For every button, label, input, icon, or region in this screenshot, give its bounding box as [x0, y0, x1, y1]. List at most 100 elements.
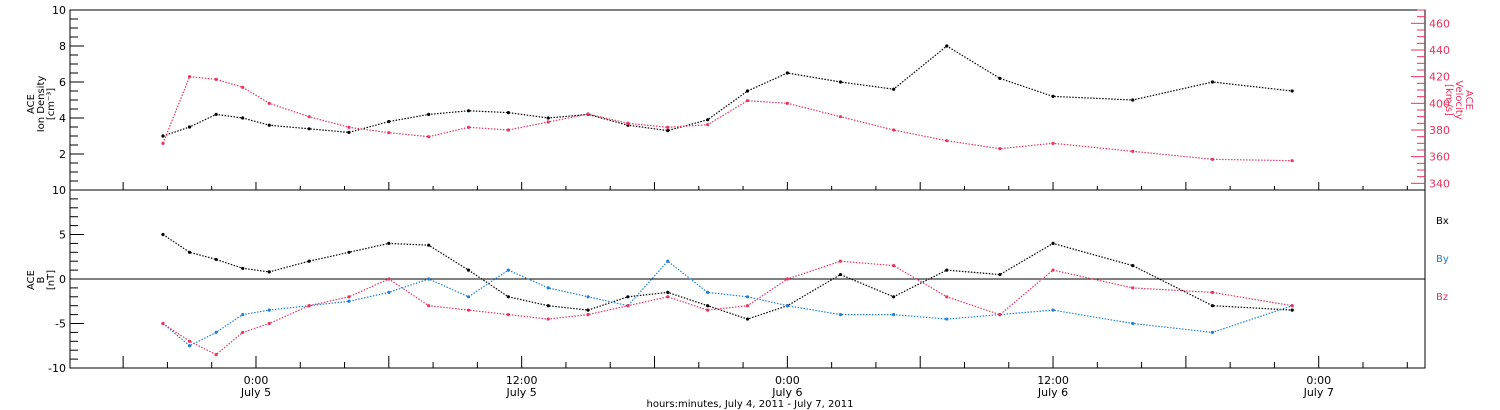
top-y-tick-label: 8: [59, 40, 66, 53]
bottom-point: [1131, 264, 1135, 268]
x-tick-date-label: July 6: [771, 386, 802, 399]
bottom-ylabel-line-2: B: [36, 276, 47, 283]
top-point: [945, 44, 949, 48]
top-point: [1051, 94, 1055, 98]
bottom-point: [267, 321, 271, 326]
top-point: [586, 112, 590, 116]
bottom-point: [427, 277, 431, 281]
bottom-point: [838, 272, 843, 277]
top-point: [387, 120, 391, 124]
bottom-point: [1210, 304, 1215, 308]
top-series-group: [161, 44, 1294, 163]
bottom-point: [666, 295, 670, 299]
bottom-point: [161, 232, 165, 237]
top-point: [546, 116, 550, 120]
bottom-point: [745, 304, 750, 308]
bottom-point: [745, 317, 750, 321]
bottom-point: [998, 313, 1002, 317]
top-point: [706, 118, 710, 122]
x-axis-ticks: [122, 182, 1408, 368]
bottom-series-Bz: [161, 259, 1294, 357]
top-point: [998, 76, 1002, 80]
bottom-y-tick-label: 0: [59, 273, 66, 286]
bottom-ylabel-line-1: ACE: [26, 270, 37, 290]
bottom-point: [546, 317, 550, 321]
top-point: [307, 127, 311, 131]
bottom-point: [892, 313, 896, 317]
bottom-point: [1051, 241, 1055, 245]
bottom-point: [998, 272, 1002, 277]
top-point: [187, 125, 192, 129]
legend-bx: Bx: [1436, 216, 1449, 227]
top-point: [1210, 80, 1215, 84]
bottom-point: [214, 330, 218, 334]
top-point: [187, 75, 192, 79]
top-point: [1290, 89, 1294, 93]
bottom-point: [838, 313, 843, 317]
bottom-point: [466, 268, 471, 272]
top-point: [347, 125, 351, 129]
x-tick-time-label: 12:00: [506, 374, 538, 387]
bottom-point: [241, 266, 245, 270]
bottom-point: [387, 241, 391, 245]
bottom-y-tick-label: 5: [59, 229, 66, 242]
top-point: [1051, 141, 1055, 145]
bottom-point: [187, 250, 192, 254]
bottom-ylabel-line-3: [nT]: [46, 270, 57, 290]
x-tick-date-label: July 7: [1303, 386, 1334, 399]
bottom-point: [892, 295, 896, 299]
top-point: [241, 85, 245, 89]
top-trace-red: [162, 76, 1293, 162]
top-point: [998, 147, 1002, 151]
bottom-point: [706, 290, 710, 294]
bottom-point: [586, 313, 590, 317]
legend-by: By: [1436, 254, 1449, 265]
top-point: [1131, 98, 1135, 102]
bottom-panel: -10 -5 0 5 10 ACE B [nT] Bx By Bz: [26, 182, 1449, 375]
top-point: [214, 77, 218, 81]
top-y2label-line-1: ACE: [1463, 90, 1474, 110]
bottom-point: [387, 290, 391, 294]
bottom-point: [506, 268, 510, 272]
top-ylabel-line-1: ACE: [26, 94, 37, 114]
top-point: [214, 112, 218, 116]
bottom-point: [706, 304, 710, 308]
top-series-red: [161, 75, 1294, 163]
bottom-point: [1051, 268, 1055, 272]
top-series-black: [161, 44, 1294, 138]
top-panel: 2 4 6 8 10 340 360 380 400 420 440 460 ACE Ion Den…: [26, 4, 1474, 191]
bottom-point: [161, 321, 165, 326]
top-y2-tick-label: 400: [1429, 97, 1450, 110]
bottom-point: [626, 304, 630, 308]
top-y2label-line-3: [km/s]: [1443, 84, 1454, 116]
top-y2-tick-label: 360: [1429, 151, 1450, 164]
top-point: [427, 135, 431, 139]
x-tick-date-label: July 5: [240, 386, 271, 399]
x-tick-time-label: 0:00: [775, 374, 800, 387]
top-ylabel-line-3: [cm⁻³]: [46, 88, 57, 120]
bottom-point: [466, 295, 471, 299]
bottom-point: [626, 295, 630, 299]
bottom-trace-Bx: [162, 234, 1293, 320]
top-point: [745, 89, 750, 93]
bottom-point: [347, 299, 351, 303]
top-y2-tick-label: 460: [1429, 17, 1450, 30]
top-point: [666, 129, 670, 133]
x-tick-time-label: 0:00: [1306, 374, 1331, 387]
bottom-point: [1210, 290, 1215, 294]
x-axis-title: hours:minutes, July 4, 2011 - July 7, 20…: [647, 399, 854, 410]
top-ylabel-line-2: Ion Density: [36, 76, 47, 133]
top-point: [161, 141, 165, 145]
bottom-point: [347, 295, 351, 299]
x-tick-date-label: July 5: [506, 386, 537, 399]
bottom-point: [347, 250, 351, 254]
top-y2label-line-2: Velocity: [1453, 80, 1464, 119]
top-point: [745, 99, 750, 103]
bottom-point: [945, 295, 949, 299]
bottom-point: [666, 290, 670, 294]
top-point: [466, 109, 471, 113]
top-point: [838, 80, 843, 84]
top-point: [506, 128, 510, 132]
bottom-point: [1290, 304, 1294, 308]
